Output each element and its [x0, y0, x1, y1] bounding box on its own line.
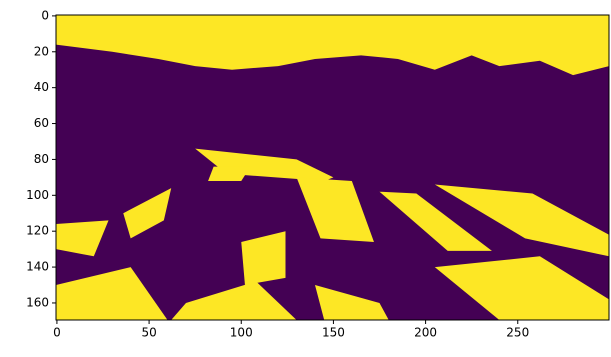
page: 050100150200250020406080100120140160 (()… — [0, 0, 611, 353]
y-tick-label: 0 — [41, 8, 49, 22]
y-tick-label: 160 — [26, 295, 49, 309]
x-tick-label: 100 — [230, 326, 253, 340]
y-tick-label: 80 — [34, 152, 49, 166]
y-tick-label: 100 — [26, 188, 49, 202]
x-tick-label: 0 — [53, 326, 61, 340]
x-tick-label: 50 — [141, 326, 156, 340]
y-tick-label: 140 — [26, 260, 49, 274]
y-tick-label: 40 — [34, 80, 49, 94]
y-tick-label: 60 — [34, 116, 49, 130]
chart: 0 50 100 150 200 250 0 20 40 60 80 100 120 140 160 — [0, 0, 611, 353]
y-tick-label: 20 — [34, 44, 49, 58]
x-tick-label: 150 — [322, 326, 345, 340]
x-tick-label: 250 — [506, 326, 529, 340]
x-tick-label: 200 — [414, 326, 437, 340]
y-tick-label: 120 — [26, 224, 49, 238]
